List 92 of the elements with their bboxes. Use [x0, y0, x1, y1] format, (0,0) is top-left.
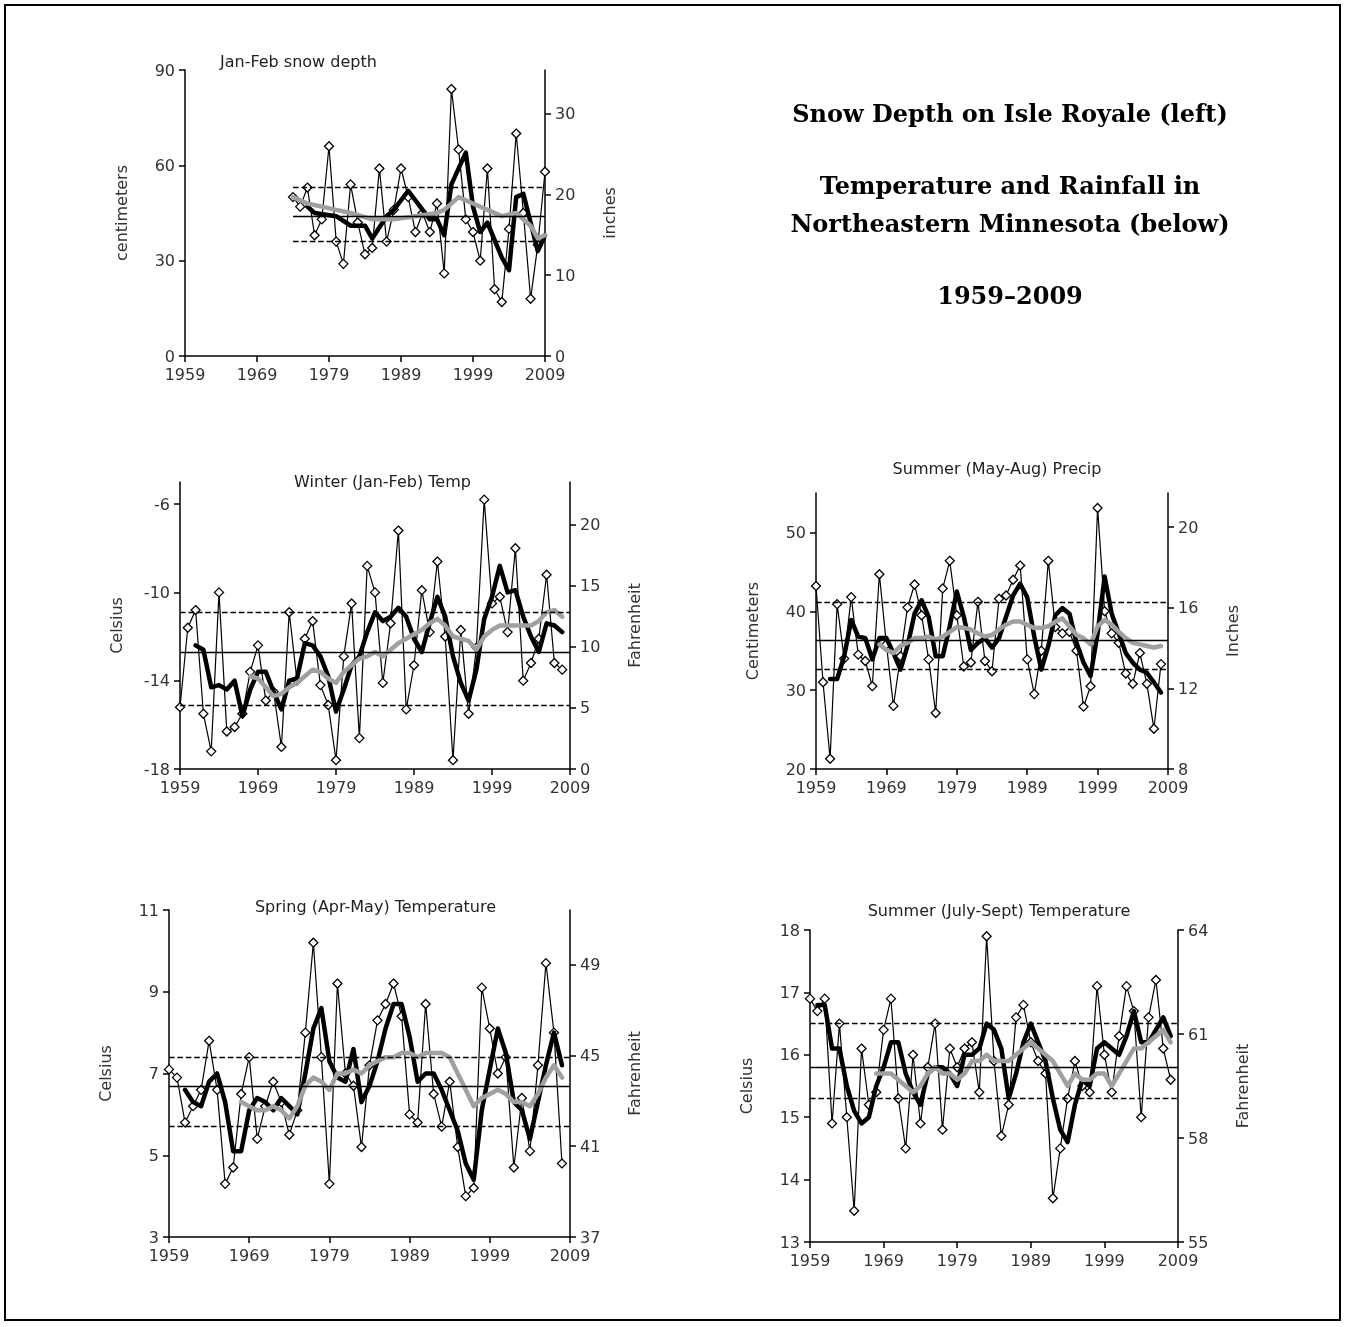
x-tick-label: 1989 [389, 1245, 430, 1265]
y2-tick-label: 20 [555, 184, 576, 204]
y2-tick-label: 64 [1188, 920, 1209, 940]
y-tick-label: -6 [154, 494, 170, 514]
y-tick-label: 50 [785, 522, 806, 542]
x-tick-label: 1999 [469, 1245, 511, 1265]
y2-tick-label: 0 [580, 759, 591, 779]
chart-title: Summer (July-Sept) Temperature [867, 900, 1131, 920]
x-tick-label: 1969 [236, 364, 278, 384]
y2-tick-label: 10 [580, 637, 601, 657]
y2-tick-label: 30 [555, 104, 576, 124]
y2-tick-label: 5 [580, 698, 591, 718]
x-tick-label: 1969 [228, 1245, 270, 1265]
y-axis-title: centimeters [111, 165, 131, 261]
y2-tick-label: 41 [580, 1136, 601, 1156]
y-tick-label: 9 [148, 982, 159, 1002]
x-tick-label: 1959 [164, 364, 206, 384]
x-tick-label: 1959 [148, 1245, 190, 1265]
y-tick-label: 13 [779, 1232, 800, 1252]
x-tick-label: 1999 [471, 777, 513, 797]
y-tick-label: 14 [779, 1170, 800, 1190]
y-axis-title: Celsius [106, 597, 126, 654]
x-tick-label: 1969 [863, 1250, 904, 1270]
x-tick-label: 1959 [789, 1250, 831, 1270]
y2-tick-label: 45 [580, 1045, 601, 1065]
chart-title: Spring (Apr-May) Temperature [254, 896, 497, 916]
x-tick-label: 1969 [866, 777, 907, 797]
x-tick-label: 1979 [309, 1245, 350, 1265]
y2-axis-title: Fahrenheit [624, 1031, 644, 1116]
y-tick-label: 15 [779, 1107, 800, 1127]
y-tick-label: 0 [164, 346, 175, 366]
x-tick-label: 1979 [936, 1250, 978, 1270]
y-tick-label: 11 [138, 900, 159, 920]
x-tick-label: 1959 [159, 777, 201, 797]
y2-axis-title: Inches [1222, 605, 1242, 657]
text: Temperature and Rainfall in Northeastern Minnesota (below) [789, 170, 1231, 240]
x-tick-label: 1979 [308, 364, 350, 384]
y2-tick-label: 37 [580, 1227, 601, 1247]
x-tick-label: 2009 [549, 1245, 591, 1265]
x-tick-label: 1989 [1006, 777, 1048, 797]
chart-title: Jan-Feb snow depth [219, 51, 377, 71]
y-tick-label: 40 [785, 601, 806, 621]
x-tick-label: 1979 [936, 777, 978, 797]
x-tick-label: 1989 [1010, 1250, 1052, 1270]
x-tick-label: 1969 [237, 777, 279, 797]
x-tick-label: 1989 [380, 364, 422, 384]
y-tick-label: 30 [785, 680, 806, 700]
y2-tick-label: 58 [1188, 1128, 1209, 1148]
x-tick-label: 2009 [1157, 1250, 1199, 1270]
y2-tick-label: 20 [1178, 517, 1199, 537]
y-tick-label: 30 [154, 251, 175, 271]
y-axis-title: Centimeters [742, 581, 762, 681]
x-tick-label: 1979 [315, 777, 357, 797]
y-tick-label: 20 [785, 759, 806, 779]
x-tick-label: 2009 [1147, 777, 1189, 797]
y-tick-label: 16 [779, 1045, 800, 1065]
y2-axis-title: Fahrenheit [1232, 1043, 1252, 1129]
text: Snow Depth on Isle Royale (left) [791, 98, 1229, 130]
y2-tick-label: 20 [580, 515, 601, 535]
y2-tick-label: 8 [1178, 759, 1189, 779]
x-tick-label: 2009 [549, 777, 591, 797]
y-axis-title: Celsius [736, 1057, 756, 1115]
y-tick-label: -10 [143, 582, 170, 602]
y-tick-label: -14 [143, 671, 170, 691]
y-tick-label: 90 [154, 60, 175, 80]
y2-tick-label: 12 [1178, 678, 1199, 698]
y2-tick-label: 49 [580, 955, 601, 974]
text: 1959–2009 [936, 280, 1084, 312]
chart-title: Summer (May-Aug) Precip [892, 458, 1102, 478]
y2-tick-label: 0 [555, 346, 566, 366]
x-tick-label: 1999 [1084, 1250, 1125, 1270]
y2-tick-label: 15 [580, 576, 601, 596]
chart-title: Winter (Jan-Feb) Temp [294, 471, 471, 491]
x-tick-label: 1989 [393, 777, 435, 797]
y2-axis-title: inches [599, 187, 619, 239]
y-tick-label: 18 [779, 920, 800, 940]
y2-axis-title: Fahrenheit [624, 583, 644, 668]
x-tick-label: 1959 [795, 777, 837, 797]
y-tick-label: 60 [154, 155, 175, 175]
y2-tick-label: 55 [1188, 1232, 1209, 1252]
x-tick-label: 1999 [452, 364, 494, 384]
y-tick-label: 5 [148, 1145, 159, 1165]
y-tick-label: -18 [143, 759, 170, 779]
y-tick-label: 3 [148, 1227, 159, 1247]
y2-tick-label: 16 [1178, 598, 1199, 618]
y-tick-label: 17 [779, 982, 800, 1002]
y-axis-title: Celsius [95, 1045, 115, 1102]
y-tick-label: 7 [148, 1064, 159, 1083]
x-tick-label: 1999 [1077, 777, 1118, 797]
x-tick-label: 2009 [524, 364, 566, 384]
y2-tick-label: 61 [1188, 1024, 1209, 1044]
y2-tick-label: 10 [555, 265, 576, 285]
